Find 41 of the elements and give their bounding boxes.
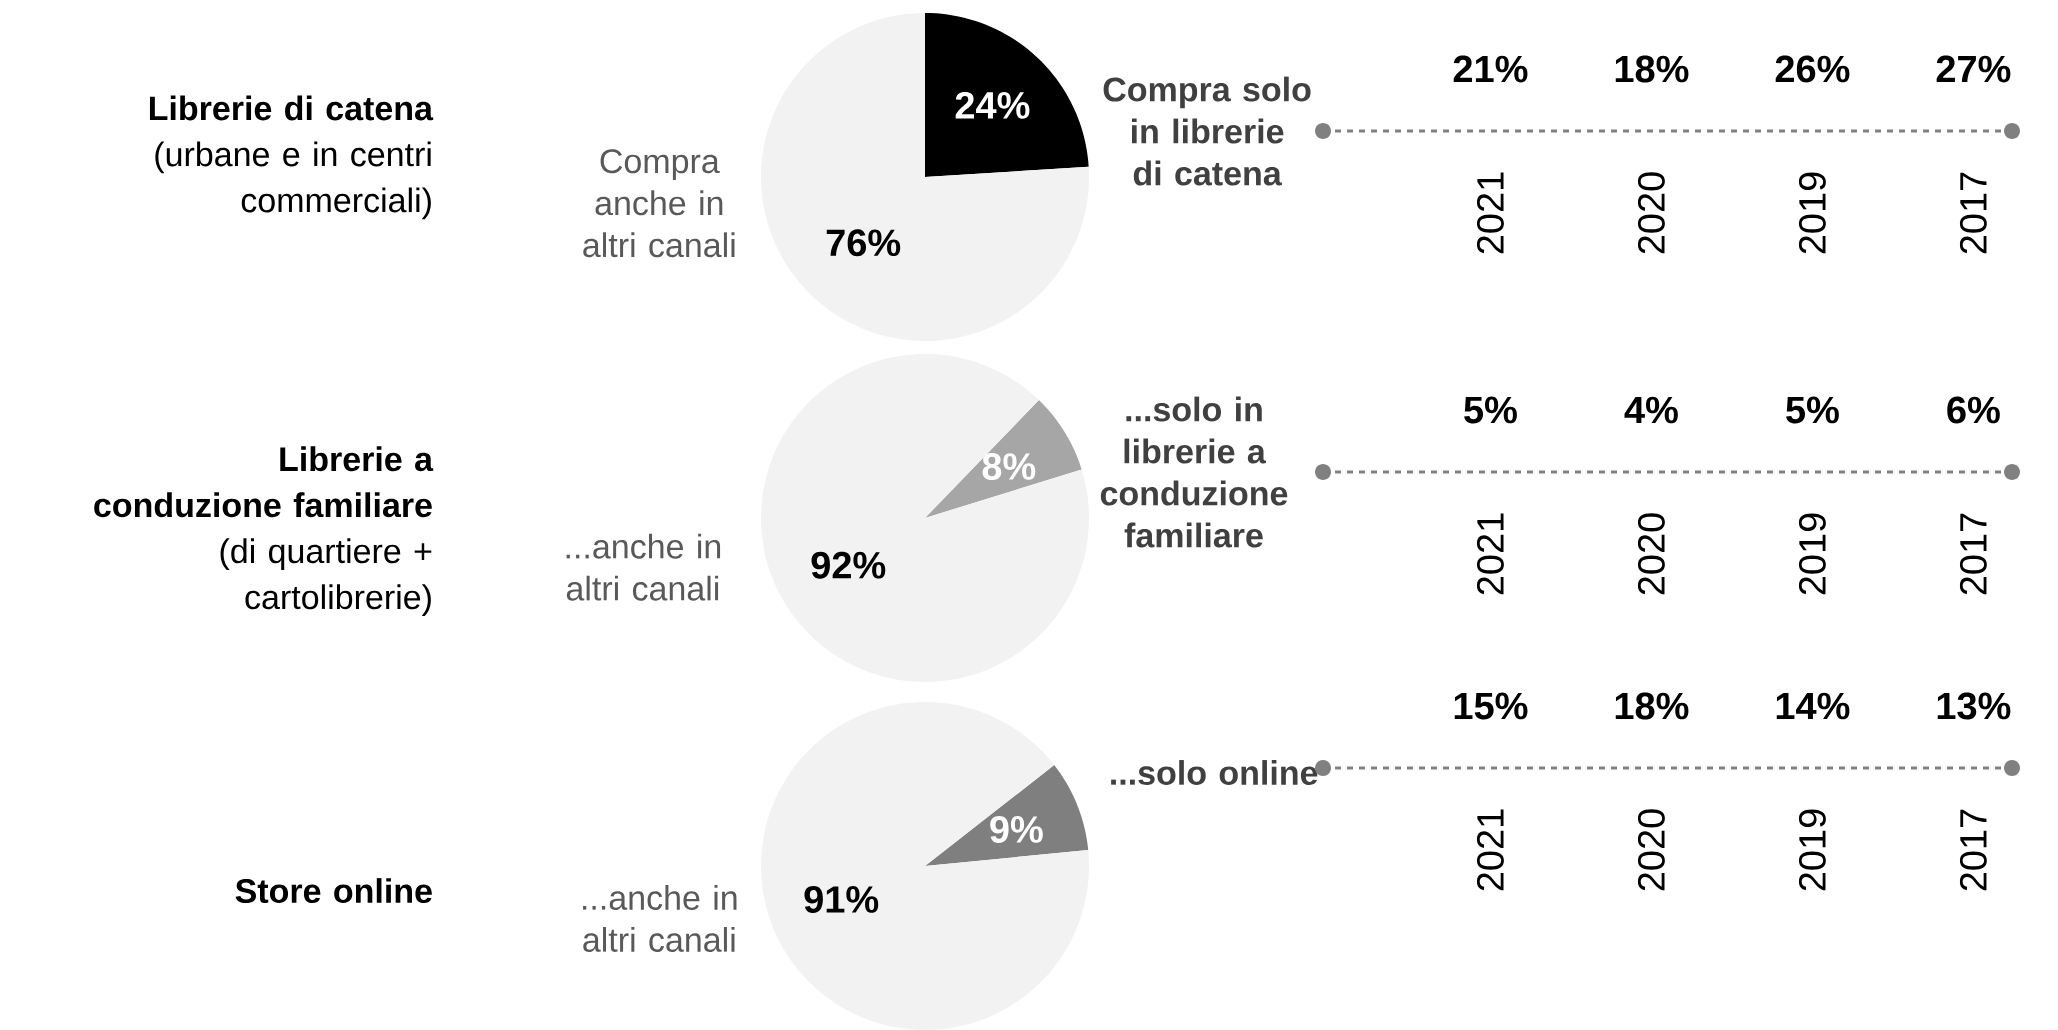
data-label: 5% [1786, 396, 1839, 424]
data-label: 91% [804, 886, 879, 913]
category-label: 2017 [1959, 513, 1987, 595]
category-label: 2019 [1798, 809, 1826, 891]
data-label: 24% [955, 91, 1030, 119]
data-label: 26% [1775, 55, 1850, 83]
data-label: 21% [1453, 55, 1528, 83]
text: (di quartiere + cartolibrerie) [220, 538, 432, 616]
data-label: 14% [1776, 692, 1850, 720]
text: Store online [235, 878, 432, 904]
category-label: 2019 [1798, 172, 1826, 254]
category-label: 2020 [1637, 809, 1665, 891]
data-label: 5% [1464, 396, 1517, 424]
category-label: 2021 [1476, 172, 1504, 254]
data-label: 76% [826, 229, 901, 257]
category-label: 2019 [1798, 513, 1826, 595]
category-label: 2020 [1637, 513, 1665, 595]
data-label: 27% [1936, 55, 2011, 83]
slice-label: ...solo online [1111, 760, 1318, 786]
slice-label: Compra anche in altri canali [583, 149, 735, 258]
data-label: 92% [811, 551, 886, 579]
data-label: 15% [1454, 692, 1528, 720]
slice-label: ...anche in altri canali [566, 533, 721, 601]
slice-label: Compra solo in librerie di catena [1103, 76, 1311, 186]
data-label: 18% [1615, 55, 1689, 83]
text: Librerie di catena [149, 95, 434, 121]
category-label: 2021 [1476, 513, 1504, 595]
category-label: 2017 [1959, 172, 1987, 254]
slice-label: ...solo in librerie a conduzione familiare [1100, 396, 1288, 548]
slice-label: ...anche in altri canali [583, 885, 737, 952]
category-label: 2021 [1476, 809, 1504, 891]
text: (urbane e in centri commerciali) [155, 141, 431, 220]
text: Librerie a conduzione familiare [94, 446, 434, 518]
data-label: 6% [1947, 396, 2000, 424]
data-label: 8% [982, 453, 1036, 480]
data-label: 4% [1624, 396, 1678, 424]
data-label: 13% [1937, 692, 2011, 720]
data-label: 9% [990, 815, 1043, 843]
category-label: 2017 [1959, 809, 1987, 891]
data-label: 18% [1615, 692, 1689, 720]
category-label: 2020 [1637, 172, 1665, 254]
